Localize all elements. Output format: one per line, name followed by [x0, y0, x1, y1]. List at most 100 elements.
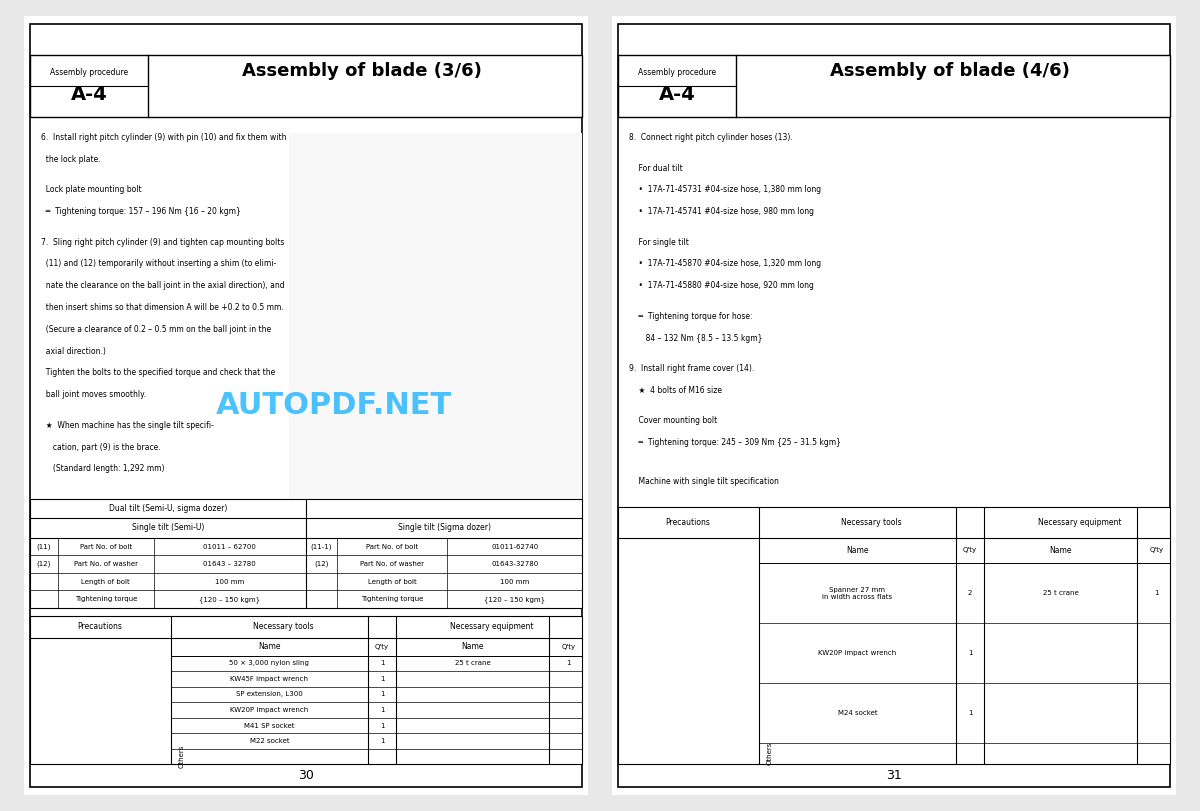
Bar	[618, 507, 1170, 764]
Text: KW20P impact wrench: KW20P impact wrench	[230, 707, 308, 713]
Text: Precautions: Precautions	[78, 622, 122, 631]
Text: 84 – 132 Nm {8.5 – 13.5 kgm}: 84 – 132 Nm {8.5 – 13.5 kgm}	[629, 333, 762, 342]
Text: Part No. of washer: Part No. of washer	[73, 561, 138, 567]
Text: 1: 1	[1154, 590, 1158, 596]
Text: 1: 1	[968, 650, 972, 656]
Text: ★  When machine has the single tilt specifi-: ★ When machine has the single tilt speci…	[41, 421, 214, 430]
Text: A-4: A-4	[71, 84, 107, 104]
Text: •  17A-71-45870 #04-size hose, 1,320 mm long: • 17A-71-45870 #04-size hose, 1,320 mm l…	[629, 260, 821, 268]
Text: cation, part (9) is the brace.: cation, part (9) is the brace.	[41, 443, 161, 452]
Text: 1: 1	[968, 710, 972, 716]
Text: •  17A-71-45880 #04-size hose, 920 mm long: • 17A-71-45880 #04-size hose, 920 mm lon…	[629, 281, 814, 290]
Text: Machine with single tilt specification: Machine with single tilt specification	[629, 478, 779, 487]
Bar	[30, 55, 582, 118]
Text: 1: 1	[380, 692, 384, 697]
Text: Precautions: Precautions	[666, 517, 710, 526]
Text: Q'ty: Q'ty	[376, 644, 389, 650]
Text: 30: 30	[298, 769, 314, 782]
Text: AUTOPDF.NET: AUTOPDF.NET	[216, 391, 452, 420]
Text: ═  Tightening torque: 245 – 309 Nm {25 – 31.5 kgm}: ═ Tightening torque: 245 – 309 Nm {25 – …	[629, 438, 841, 447]
Text: 2: 2	[968, 590, 972, 596]
Text: ═  Tightening torque: 157 – 196 Nm {16 – 20 kgm}: ═ Tightening torque: 157 – 196 Nm {16 – …	[41, 207, 241, 216]
Text: Name: Name	[461, 642, 484, 651]
Text: For single tilt: For single tilt	[629, 238, 689, 247]
Text: 9.  Install right frame cover (14).: 9. Install right frame cover (14).	[629, 364, 754, 373]
Text: 01011-62740: 01011-62740	[491, 543, 539, 550]
Text: Assembly procedure: Assembly procedure	[49, 67, 128, 76]
Text: Single tilt (Sigma dozer): Single tilt (Sigma dozer)	[397, 523, 491, 532]
Text: ═  Tightening torque for hose:: ═ Tightening torque for hose:	[629, 311, 752, 321]
Text: (Standard length: 1,292 mm): (Standard length: 1,292 mm)	[41, 465, 164, 474]
Text: axial direction.): axial direction.)	[41, 346, 106, 356]
Text: 100 mm: 100 mm	[215, 579, 245, 585]
Text: Name: Name	[258, 642, 281, 651]
Text: Part No. of bolt: Part No. of bolt	[79, 543, 132, 550]
Text: M41 SP socket: M41 SP socket	[244, 723, 294, 728]
Text: Assembly procedure: Assembly procedure	[637, 67, 716, 76]
Text: Necessary tools: Necessary tools	[841, 517, 901, 526]
Text: Necessary equipment: Necessary equipment	[1038, 517, 1122, 526]
Text: M24 socket: M24 socket	[838, 710, 877, 716]
Text: Q'ty: Q'ty	[1150, 547, 1163, 553]
Bar	[30, 499, 582, 608]
Text: {120 – 150 kgm}: {120 – 150 kgm}	[484, 596, 545, 603]
Text: 25 t crane: 25 t crane	[1043, 590, 1079, 596]
Text: ball joint moves smoothly.: ball joint moves smoothly.	[41, 390, 145, 399]
Text: 8.  Connect right pitch cylinder hoses (13).: 8. Connect right pitch cylinder hoses (1…	[629, 133, 793, 142]
Text: Others: Others	[179, 744, 185, 768]
Text: 01011 – 62700: 01011 – 62700	[204, 543, 257, 550]
Text: 31: 31	[886, 769, 902, 782]
Text: Name: Name	[846, 546, 869, 555]
Text: 50 × 3,000 nylon sling: 50 × 3,000 nylon sling	[229, 660, 310, 667]
Text: 1: 1	[380, 660, 384, 667]
Text: Assembly of blade (4/6): Assembly of blade (4/6)	[830, 62, 1070, 79]
Text: Lock plate mounting bolt: Lock plate mounting bolt	[41, 186, 142, 195]
Text: Cover mounting bolt: Cover mounting bolt	[629, 416, 718, 426]
Text: nate the clearance on the ball joint in the axial direction), and: nate the clearance on the ball joint in …	[41, 281, 284, 290]
Text: 7.  Sling right pitch cylinder (9) and tighten cap mounting bolts: 7. Sling right pitch cylinder (9) and ti…	[41, 238, 284, 247]
Text: ★  4 bolts of M16 size: ★ 4 bolts of M16 size	[629, 386, 722, 395]
Text: •  17A-71-45741 #04-size hose, 980 mm long: • 17A-71-45741 #04-size hose, 980 mm lon…	[629, 207, 814, 216]
Text: M22 socket: M22 socket	[250, 738, 289, 744]
Text: Length of bolt: Length of bolt	[82, 579, 130, 585]
Text: Part No. of bolt: Part No. of bolt	[366, 543, 418, 550]
Text: Single tilt (Semi-U): Single tilt (Semi-U)	[132, 523, 204, 532]
Text: 1: 1	[566, 660, 570, 667]
Text: Tighten the bolts to the specified torque and check that the: Tighten the bolts to the specified torqu…	[41, 368, 275, 377]
Text: (Secure a clearance of 0.2 – 0.5 mm on the ball joint in the: (Secure a clearance of 0.2 – 0.5 mm on t…	[41, 325, 271, 334]
Text: Name: Name	[1049, 546, 1072, 555]
Text: Tightening torque: Tightening torque	[74, 596, 137, 602]
Text: KW45F impact wrench: KW45F impact wrench	[230, 676, 308, 682]
Text: (12): (12)	[314, 561, 329, 568]
Text: Q'ty: Q'ty	[964, 547, 977, 553]
Text: 1: 1	[380, 738, 384, 744]
Text: (11): (11)	[36, 543, 50, 550]
Text: Dual tilt (Semi-U, sigma dozer): Dual tilt (Semi-U, sigma dozer)	[109, 504, 227, 513]
Text: (11-1): (11-1)	[311, 543, 332, 550]
Text: the lock plate.: the lock plate.	[41, 155, 101, 164]
Text: 1: 1	[380, 707, 384, 713]
Text: 01643 – 32780: 01643 – 32780	[204, 561, 257, 567]
Text: (11) and (12) temporarily without inserting a shim (to elimi-: (11) and (12) temporarily without insert…	[41, 260, 276, 268]
Text: Spanner 27 mm
in width across flats: Spanner 27 mm in width across flats	[822, 586, 893, 599]
Text: 25 t crane: 25 t crane	[455, 660, 491, 667]
Text: Necessary equipment: Necessary equipment	[450, 622, 534, 631]
Text: Length of bolt: Length of bolt	[367, 579, 416, 585]
Text: {120 – 150 kgm}: {120 – 150 kgm}	[199, 596, 260, 603]
Text: •  17A-71-45731 #04-size hose, 1,380 mm long: • 17A-71-45731 #04-size hose, 1,380 mm l…	[629, 186, 821, 195]
Text: A-4: A-4	[659, 84, 695, 104]
Text: SP extension, L300: SP extension, L300	[236, 692, 302, 697]
Text: 01643-32780: 01643-32780	[491, 561, 539, 567]
Text: Part No. of washer: Part No. of washer	[360, 561, 424, 567]
Bar	[30, 616, 582, 764]
Text: For dual tilt: For dual tilt	[629, 164, 683, 173]
Text: Necessary tools: Necessary tools	[253, 622, 313, 631]
Bar	[289, 133, 582, 585]
Text: Assembly of blade (3/6): Assembly of blade (3/6)	[242, 62, 482, 79]
Text: KW20P impact wrench: KW20P impact wrench	[818, 650, 896, 656]
Text: Tightening torque: Tightening torque	[361, 596, 424, 602]
Bar	[618, 55, 1170, 118]
Text: Q'ty: Q'ty	[562, 644, 575, 650]
Text: (12): (12)	[36, 561, 50, 568]
Text: 1: 1	[380, 676, 384, 682]
